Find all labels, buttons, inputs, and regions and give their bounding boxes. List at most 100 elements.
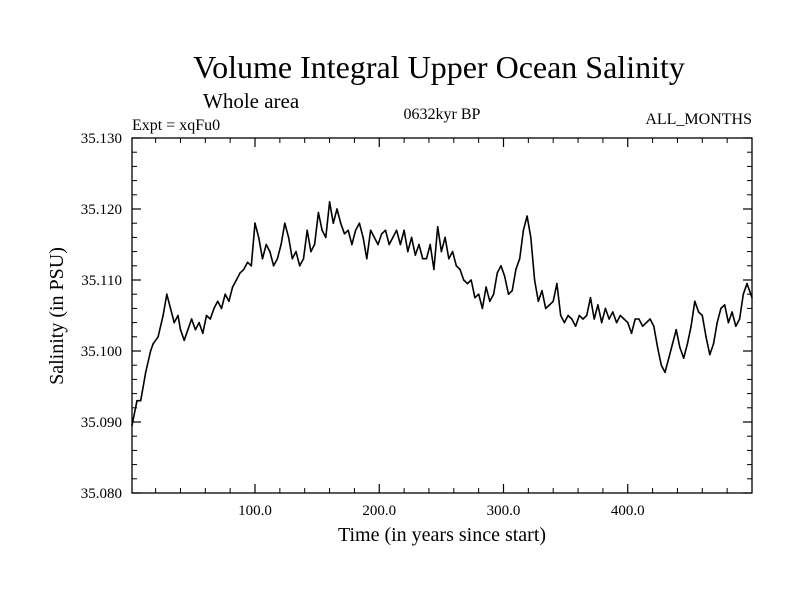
data-point: [173, 321, 175, 324]
y-tick-label: 35.090: [81, 415, 122, 431]
data-point: [336, 208, 338, 210]
data-point: [563, 321, 566, 324]
data-point: [179, 328, 182, 331]
data-point: [414, 254, 417, 256]
data-point: [585, 314, 588, 317]
data-point: [578, 314, 581, 317]
y-axis: 35.080 35.090 35.100 35.110 35.120 35.130: [81, 131, 752, 502]
data-point: [612, 311, 614, 313]
data-point: [496, 272, 499, 274]
data-point: [392, 236, 394, 239]
data-point: [720, 307, 722, 310]
data-point: [462, 279, 465, 281]
data-point: [481, 307, 484, 310]
data-point: [328, 201, 331, 203]
x-axis: 100.0 200.0 300.0 400.0: [155, 138, 728, 519]
y-tick-label: 35.110: [81, 273, 122, 289]
data-point: [526, 215, 528, 217]
data-point: [530, 236, 532, 239]
data-point: [187, 328, 189, 331]
y-tick-label: 35.130: [81, 131, 122, 147]
data-point: [641, 325, 644, 328]
data-point: [623, 318, 625, 320]
data-point: [228, 300, 230, 303]
salinity-series-line: [131, 201, 753, 426]
data-point: [369, 229, 372, 232]
data-point: [485, 286, 487, 288]
data-point: [377, 243, 379, 246]
data-point: [295, 250, 297, 253]
data-point: [593, 318, 595, 320]
salinity-series-points: [131, 201, 753, 427]
data-point: [627, 321, 629, 324]
data-point: [459, 268, 461, 271]
data-point: [421, 257, 424, 260]
data-point: [169, 307, 172, 310]
data-point: [269, 250, 271, 253]
data-point: [362, 236, 364, 239]
data-point: [325, 236, 327, 239]
data-point: [634, 318, 636, 320]
data-point: [235, 279, 238, 281]
data-point: [407, 250, 409, 253]
data-point: [302, 257, 305, 260]
data-point: [645, 321, 648, 324]
data-point: [395, 229, 398, 232]
data-point: [399, 243, 402, 246]
data-point: [492, 293, 495, 296]
data-point: [280, 243, 282, 246]
data-point: [313, 243, 316, 246]
x-axis-label: Time (in years since start): [338, 524, 546, 546]
data-point: [162, 314, 164, 317]
x-tick-label: 200.0: [362, 503, 396, 519]
data-point: [537, 300, 540, 303]
data-point: [384, 229, 387, 232]
data-point: [272, 265, 275, 267]
data-point: [738, 318, 741, 320]
data-point: [701, 314, 704, 317]
data-point: [354, 229, 357, 232]
data-point: [190, 318, 193, 320]
data-point: [697, 311, 700, 313]
data-point: [291, 257, 294, 260]
data-point: [298, 265, 301, 267]
data-point: [231, 286, 234, 288]
y-tick-label: 35.120: [81, 202, 122, 218]
data-point: [522, 229, 525, 232]
data-point: [284, 222, 286, 224]
data-point: [418, 243, 420, 246]
data-point: [709, 353, 711, 356]
data-point: [751, 296, 753, 299]
data-point: [403, 229, 405, 232]
data-point: [332, 222, 335, 224]
data-point: [671, 343, 674, 345]
data-point: [746, 282, 748, 285]
data-point: [131, 424, 133, 427]
data-point: [347, 229, 350, 232]
data-point: [276, 257, 279, 260]
data-point: [183, 339, 185, 342]
data-point: [552, 300, 554, 303]
data-point: [630, 332, 633, 335]
data-point: [500, 265, 502, 267]
data-point: [451, 250, 454, 253]
data-point: [224, 293, 226, 296]
data-point: [440, 250, 443, 253]
data-point: [559, 314, 562, 317]
data-point: [388, 243, 391, 246]
data-point: [261, 257, 264, 260]
chart-subtitle: Whole area: [203, 89, 300, 113]
months-label: ALL_MONTHS: [645, 111, 752, 128]
data-point: [306, 229, 309, 232]
data-point: [727, 321, 730, 324]
data-point: [731, 311, 733, 313]
data-point: [209, 318, 212, 320]
data-point: [664, 371, 666, 374]
data-point: [321, 229, 323, 232]
data-point: [571, 318, 573, 320]
data-point: [239, 272, 241, 274]
y-tick-label: 35.100: [81, 344, 122, 360]
data-point: [287, 236, 290, 239]
data-point: [656, 346, 659, 349]
data-point: [373, 236, 376, 239]
